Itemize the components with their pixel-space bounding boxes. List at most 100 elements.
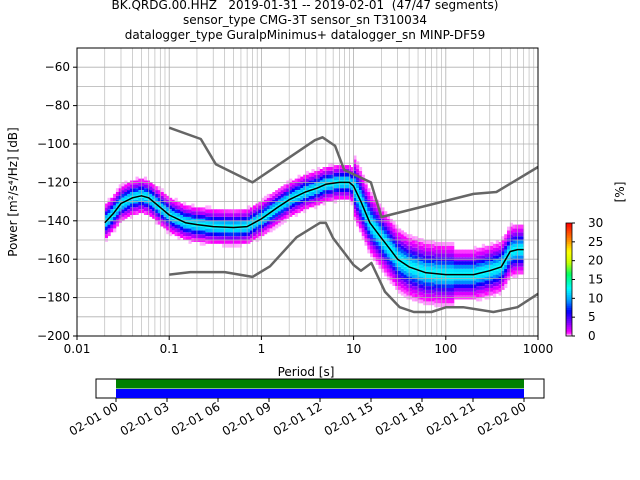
density-cell	[423, 297, 427, 302]
density-cell	[353, 182, 357, 187]
density-cell	[213, 232, 217, 237]
density-cell	[384, 261, 388, 265]
density-cell	[428, 274, 432, 279]
density-cell	[445, 288, 449, 292]
density-cell	[378, 241, 382, 246]
density-cell	[286, 207, 290, 212]
density-cell	[135, 195, 139, 200]
density-cell	[389, 272, 393, 277]
density-cell	[166, 207, 170, 212]
density-cell	[308, 184, 312, 189]
density-cell	[386, 241, 391, 246]
density-cell	[451, 288, 455, 292]
density-cell	[473, 268, 477, 273]
density-cell	[456, 253, 460, 258]
density-cell	[414, 263, 418, 267]
density-cell	[509, 261, 513, 265]
density-cell	[481, 274, 485, 279]
density-cell	[113, 205, 117, 210]
density-cell	[412, 255, 416, 260]
density-cell	[375, 249, 379, 254]
density-cell	[437, 268, 441, 273]
density-cell	[104, 203, 108, 208]
density-cell	[269, 201, 273, 206]
density-cell	[367, 207, 371, 212]
density-cell	[325, 178, 329, 183]
density-cell	[311, 184, 315, 189]
density-cell	[227, 232, 231, 237]
density-cell	[286, 184, 290, 189]
density-cell	[157, 201, 161, 206]
density-cell	[389, 230, 393, 235]
density-cell	[437, 291, 441, 296]
density-cell	[370, 245, 374, 250]
density-cell	[191, 211, 195, 215]
density-cell	[412, 247, 416, 252]
density-cell	[155, 193, 159, 198]
density-cell	[406, 253, 410, 258]
density-cell	[224, 243, 229, 248]
density-cell	[445, 284, 449, 288]
density-cell	[498, 272, 502, 277]
density-cell	[222, 232, 226, 237]
density-cell	[238, 240, 242, 244]
density-cell	[520, 255, 525, 260]
density-cell	[428, 259, 432, 263]
timeline-tick-label: 02-01 15	[322, 399, 376, 438]
density-cell	[210, 213, 215, 217]
density-cell	[386, 234, 391, 238]
density-cell	[104, 207, 108, 212]
density-cell	[236, 209, 240, 214]
density-cell	[280, 197, 284, 202]
density-cell	[358, 228, 363, 233]
density-cell	[484, 265, 488, 269]
density-cell	[375, 207, 379, 212]
density-cell	[367, 192, 371, 196]
density-cell	[509, 226, 513, 231]
density-cell	[389, 245, 393, 250]
density-cell	[118, 184, 122, 189]
density-cell	[518, 228, 522, 233]
density-cell	[336, 195, 340, 200]
density-cell	[426, 293, 430, 298]
density-cell	[194, 230, 198, 235]
density-cell	[389, 253, 393, 258]
density-cell	[395, 282, 399, 286]
density-cell	[356, 203, 360, 208]
density-cell	[389, 265, 393, 269]
colorbar-segment	[566, 232, 572, 235]
density-cell	[303, 182, 307, 187]
density-cell	[384, 272, 388, 277]
density-cell	[107, 209, 111, 214]
density-cell	[289, 201, 293, 206]
density-cell	[233, 240, 237, 244]
density-cell	[210, 228, 215, 233]
density-cell	[518, 236, 522, 240]
density-cell	[350, 174, 354, 179]
density-cell	[336, 188, 340, 192]
density-cell	[426, 289, 430, 294]
colorbar-segment	[566, 256, 572, 260]
density-cell	[283, 192, 287, 196]
density-cell	[470, 253, 474, 258]
density-cell	[437, 299, 441, 304]
density-cell	[512, 255, 516, 260]
density-cell	[367, 203, 371, 208]
timeline-lower-bar	[116, 389, 524, 398]
density-cell	[227, 243, 231, 248]
density-cell	[498, 291, 502, 296]
density-cell	[141, 186, 145, 190]
density-cell	[451, 291, 455, 296]
density-cell	[512, 224, 516, 229]
density-cell	[121, 197, 125, 202]
density-cell	[504, 241, 508, 246]
density-cell	[345, 165, 349, 169]
density-cell	[420, 288, 424, 292]
density-cell	[222, 240, 226, 244]
density-cell	[428, 282, 432, 286]
density-cell	[266, 197, 270, 202]
density-cell	[367, 241, 371, 246]
density-cell	[400, 284, 404, 288]
density-cell	[381, 234, 385, 238]
colorbar-segment	[566, 279, 572, 282]
